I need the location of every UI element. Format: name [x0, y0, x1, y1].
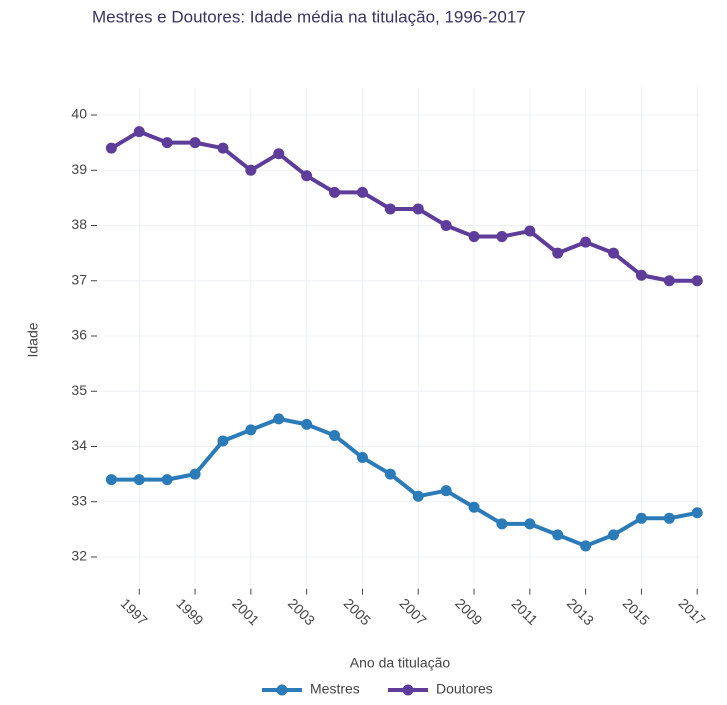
point: [468, 501, 480, 513]
point: [356, 186, 368, 198]
point: [217, 435, 229, 447]
point: [273, 413, 285, 425]
point: [496, 518, 508, 530]
point: [329, 186, 341, 198]
point: [440, 220, 452, 232]
legend-swatch: [402, 684, 414, 696]
point: [440, 485, 452, 497]
point: [245, 164, 257, 176]
x-axis-title: Ano da titulação: [350, 655, 451, 671]
x-tick-label: 2007: [396, 595, 429, 628]
point: [691, 507, 703, 519]
x-tick-label: 2001: [229, 595, 262, 628]
point: [663, 275, 675, 287]
x-tick-label: 2009: [452, 595, 485, 628]
point: [356, 452, 368, 464]
point: [301, 418, 313, 430]
x-tick-label: 2015: [620, 595, 653, 628]
x-tick-label: 2017: [675, 595, 708, 628]
x-tick-label: 2005: [341, 595, 374, 628]
point: [245, 424, 257, 436]
point: [384, 203, 396, 215]
point: [189, 137, 201, 149]
y-tick-label: 34: [71, 437, 87, 453]
point: [468, 231, 480, 243]
chart-title: Mestres e Doutores: Idade média na titul…: [92, 7, 526, 26]
x-tick-label: 1997: [118, 595, 151, 628]
point: [189, 468, 201, 480]
point: [384, 468, 396, 480]
y-tick-label: 39: [71, 161, 87, 177]
point: [496, 231, 508, 243]
y-tick-label: 35: [71, 382, 87, 398]
point: [412, 490, 424, 502]
point: [580, 540, 592, 552]
y-tick-label: 38: [71, 216, 87, 232]
point: [608, 529, 620, 541]
series-line: [111, 416, 698, 548]
x-tick-label: 2013: [564, 595, 597, 628]
point: [524, 225, 536, 237]
y-tick-label: 36: [71, 327, 87, 343]
x-tick-label: 2011: [508, 595, 541, 628]
y-tick-label: 37: [71, 271, 87, 287]
point: [105, 142, 117, 154]
y-tick-label: 40: [71, 106, 87, 122]
point: [329, 429, 341, 441]
legend-label: Doutores: [436, 681, 493, 697]
point: [301, 170, 313, 182]
point: [161, 137, 173, 149]
point: [133, 126, 145, 138]
point: [552, 247, 564, 259]
y-tick-label: 33: [71, 492, 87, 508]
point: [133, 474, 145, 486]
point: [552, 529, 564, 541]
y-tick-label: 32: [71, 548, 87, 564]
point: [273, 148, 285, 160]
point: [412, 203, 424, 215]
x-tick-label: 1999: [173, 595, 206, 628]
series-line: [110, 129, 698, 283]
point: [691, 275, 703, 287]
point: [105, 474, 117, 486]
y-axis-title: Idade: [25, 322, 41, 357]
legend-label: Mestres: [310, 681, 360, 697]
point: [580, 236, 592, 248]
x-tick-label: 2003: [285, 595, 318, 628]
point: [161, 474, 173, 486]
point: [217, 142, 229, 154]
point: [635, 269, 647, 281]
legend-swatch: [276, 684, 288, 696]
point: [524, 518, 536, 530]
point: [608, 247, 620, 259]
point: [663, 512, 675, 524]
point: [635, 512, 647, 524]
